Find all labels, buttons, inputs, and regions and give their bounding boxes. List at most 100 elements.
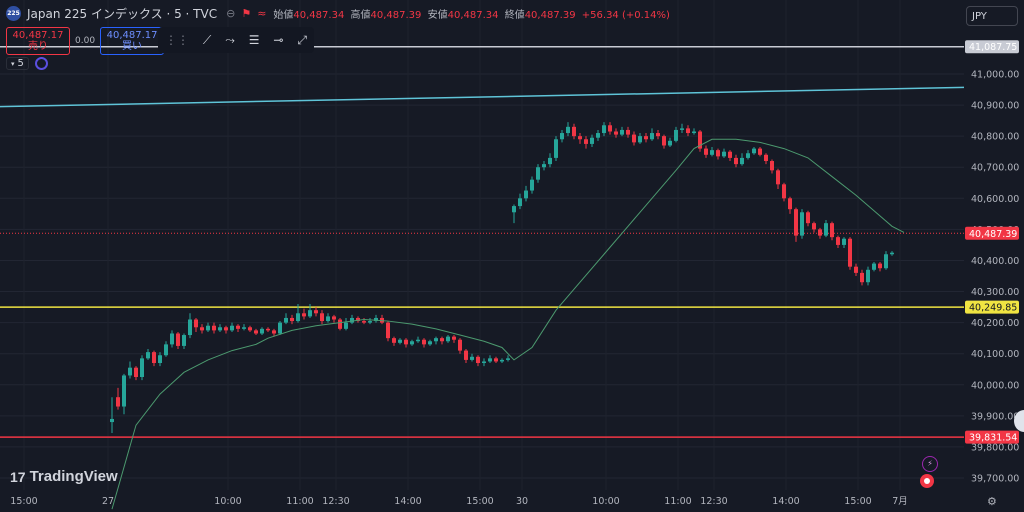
candle-body — [110, 418, 114, 423]
candle — [338, 317, 342, 331]
candle — [620, 126, 624, 137]
candle — [710, 147, 714, 157]
path-icon[interactable]: ⤳ — [225, 32, 235, 47]
candle-body — [296, 313, 300, 322]
candle-body — [866, 269, 870, 283]
candle-body — [266, 328, 270, 331]
candle — [440, 336, 444, 345]
candle-body — [686, 128, 690, 134]
candle-body — [830, 223, 834, 238]
magnet-icon[interactable]: ⊖ — [226, 7, 236, 20]
candle — [872, 262, 876, 272]
floating-handle[interactable] — [1014, 410, 1024, 432]
candle-body — [512, 206, 516, 213]
candle — [398, 338, 402, 345]
candle — [428, 339, 432, 346]
candle — [758, 147, 762, 157]
interval-selector[interactable]: ▾ 5 — [6, 57, 29, 70]
candle — [434, 336, 438, 345]
drag-handle-icon[interactable]: ⋮⋮ — [164, 33, 189, 47]
candle-body — [146, 352, 150, 359]
trend-line-icon[interactable]: ⟋ — [202, 32, 212, 47]
gear-icon[interactable]: ⚙ — [987, 495, 997, 508]
record-icon[interactable] — [920, 474, 934, 488]
candle-body — [536, 167, 540, 180]
candle-body — [440, 338, 444, 342]
candle — [386, 321, 390, 342]
candle — [548, 153, 552, 168]
price-tick-label: 40,900.00 — [971, 101, 1019, 112]
candle — [716, 148, 720, 160]
candle — [164, 341, 168, 357]
lightning-alert-icon[interactable]: ⚡ — [922, 456, 938, 472]
time-tick-label: 15:00 — [10, 496, 37, 507]
candle — [332, 314, 336, 323]
wave-icon[interactable]: ≈ — [257, 7, 267, 20]
candle — [314, 307, 318, 317]
price-tick-label: 40,000.00 — [971, 380, 1019, 391]
symbol-title[interactable]: Japan 225 インデックス · 5 · TVC — [27, 7, 218, 21]
time-axis[interactable]: 15:00 27 10:00 11:00 12:30 14:00 15:00 30 10:00 1… — [10, 496, 907, 507]
candle — [848, 237, 852, 270]
drawing-toolbar: ⋮⋮ ⟋ ⤳ ☰ ⊸ ⤢ — [158, 27, 314, 53]
flag-icon[interactable]: ⚑ — [241, 7, 252, 20]
trend-line[interactable] — [0, 86, 965, 108]
currency-selector[interactable]: JPY — [966, 6, 1018, 26]
candle — [482, 358, 486, 367]
candle — [818, 227, 822, 239]
candle-body — [740, 157, 744, 165]
candle-body — [638, 136, 642, 143]
candle-body — [764, 154, 768, 162]
candle-body — [626, 129, 630, 135]
horizontal-rays-icon[interactable]: ☰ — [248, 33, 260, 47]
candle — [824, 220, 828, 238]
indicator-ring-icon[interactable] — [34, 57, 48, 70]
candle — [854, 263, 858, 276]
sell-button[interactable]: 40,487.17 売り — [6, 27, 70, 55]
candle-body — [392, 338, 396, 343]
candle — [674, 126, 678, 143]
candle-body — [476, 356, 480, 364]
candle-body — [128, 367, 132, 376]
candle — [110, 397, 114, 433]
time-tick-label: 10:00 — [592, 496, 619, 507]
candle — [188, 313, 192, 339]
candle-body — [776, 170, 780, 185]
price-line-label-bg — [965, 40, 1019, 54]
candle-body — [332, 316, 336, 320]
time-tick-label: 12:30 — [322, 496, 349, 507]
buy-button[interactable]: 40,487.17 買い — [100, 27, 165, 55]
candle — [158, 352, 162, 367]
candle-body — [662, 136, 666, 146]
candle — [536, 164, 540, 183]
candle — [722, 148, 726, 158]
open-value: 40,487.34 — [293, 10, 345, 21]
candle — [740, 153, 744, 166]
time-tick-label: 10:00 — [214, 496, 241, 507]
candle-body — [200, 327, 204, 331]
candle — [560, 129, 564, 143]
candle-body — [122, 375, 126, 407]
candle-body — [134, 367, 138, 377]
candle-body — [596, 133, 600, 138]
price-axis[interactable]: 39,700.00 39,800.00 39,900.00 40,000.00 40,1… — [964, 0, 1024, 512]
ray-icon[interactable]: ⊸ — [273, 33, 284, 47]
candle — [254, 328, 258, 336]
candle-body — [500, 359, 504, 362]
candle-body — [284, 317, 288, 323]
candle-body — [542, 164, 546, 168]
candle-body — [878, 263, 882, 269]
candle-body — [386, 322, 390, 339]
candle — [116, 387, 120, 410]
candle-body — [530, 179, 534, 191]
candle — [344, 317, 348, 331]
candle-body — [860, 272, 864, 283]
candle — [692, 128, 696, 135]
candle-body — [788, 198, 792, 210]
candle — [542, 161, 546, 171]
candle-body — [728, 151, 732, 158]
candle-body — [692, 131, 696, 134]
candle — [278, 321, 282, 336]
extended-line-icon[interactable]: ⤢ — [297, 32, 308, 47]
